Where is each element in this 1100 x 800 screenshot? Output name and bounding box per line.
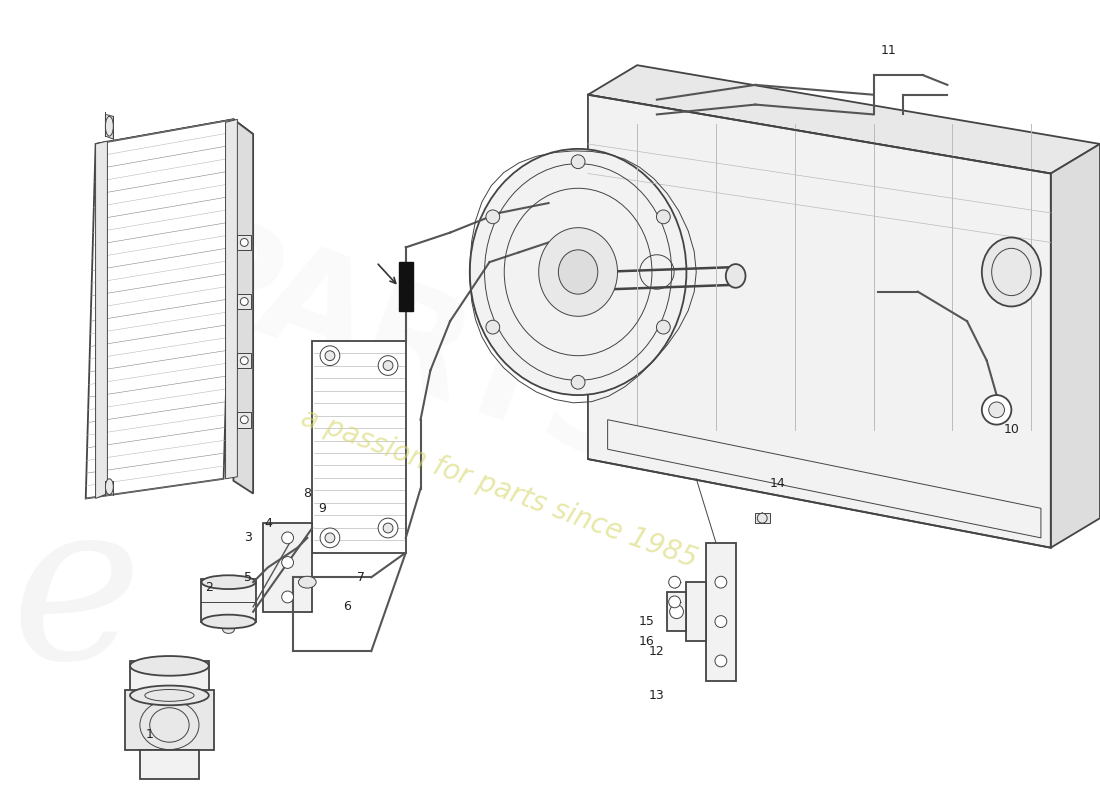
Text: 8: 8: [304, 487, 311, 500]
Ellipse shape: [106, 478, 113, 494]
Polygon shape: [238, 294, 251, 310]
Polygon shape: [238, 234, 251, 250]
Circle shape: [324, 533, 334, 542]
Circle shape: [989, 402, 1004, 418]
Ellipse shape: [201, 614, 255, 629]
Circle shape: [670, 605, 683, 618]
Circle shape: [715, 616, 727, 627]
Ellipse shape: [470, 149, 686, 395]
Circle shape: [486, 320, 499, 334]
Polygon shape: [226, 119, 238, 478]
Text: 2: 2: [205, 581, 212, 594]
Text: 3: 3: [244, 531, 252, 544]
Ellipse shape: [222, 626, 234, 634]
Text: 4: 4: [264, 517, 272, 530]
Text: 6: 6: [343, 600, 351, 614]
Circle shape: [378, 518, 398, 538]
Circle shape: [240, 416, 249, 424]
Polygon shape: [233, 119, 253, 494]
Text: 13: 13: [649, 689, 664, 702]
Circle shape: [571, 375, 585, 389]
Text: a passion for parts since 1985: a passion for parts since 1985: [297, 404, 702, 574]
Circle shape: [320, 528, 340, 548]
Polygon shape: [201, 579, 256, 622]
Ellipse shape: [726, 264, 746, 288]
Circle shape: [715, 655, 727, 667]
Text: 15: 15: [639, 615, 654, 628]
Circle shape: [571, 155, 585, 169]
Circle shape: [715, 576, 727, 588]
Polygon shape: [587, 65, 1100, 174]
Polygon shape: [86, 119, 233, 498]
Circle shape: [282, 591, 294, 603]
Ellipse shape: [559, 250, 597, 294]
Circle shape: [320, 346, 340, 366]
Ellipse shape: [539, 228, 617, 316]
Text: 11: 11: [880, 44, 896, 57]
Circle shape: [240, 238, 249, 246]
Ellipse shape: [201, 575, 255, 589]
Circle shape: [324, 350, 334, 361]
Circle shape: [240, 357, 249, 365]
Polygon shape: [125, 690, 213, 750]
Polygon shape: [667, 592, 686, 631]
Ellipse shape: [130, 686, 209, 706]
Circle shape: [486, 210, 499, 224]
Polygon shape: [312, 341, 406, 553]
Circle shape: [378, 356, 398, 375]
Polygon shape: [238, 353, 251, 369]
Text: 1: 1: [146, 728, 154, 742]
Ellipse shape: [106, 116, 113, 136]
Circle shape: [982, 395, 1011, 425]
Text: 5: 5: [244, 570, 252, 584]
Circle shape: [282, 557, 294, 568]
Polygon shape: [140, 750, 199, 779]
Polygon shape: [607, 420, 1041, 538]
Text: 12: 12: [649, 645, 664, 658]
Text: 9: 9: [318, 502, 326, 515]
Circle shape: [669, 596, 681, 608]
Polygon shape: [1050, 144, 1100, 548]
Polygon shape: [706, 542, 736, 681]
Polygon shape: [96, 141, 108, 498]
Circle shape: [383, 361, 393, 370]
Circle shape: [657, 320, 670, 334]
Text: 7: 7: [358, 570, 365, 584]
Text: e: e: [10, 489, 142, 705]
Bar: [399, 262, 412, 311]
Polygon shape: [756, 514, 770, 523]
Polygon shape: [587, 94, 1050, 548]
Polygon shape: [130, 661, 209, 695]
Polygon shape: [686, 582, 706, 642]
Text: 10: 10: [1003, 423, 1020, 436]
Polygon shape: [238, 412, 251, 427]
Ellipse shape: [130, 656, 209, 676]
Circle shape: [282, 532, 294, 544]
Circle shape: [669, 576, 681, 588]
Circle shape: [383, 523, 393, 533]
Text: 14: 14: [770, 478, 785, 490]
Circle shape: [240, 298, 249, 306]
Polygon shape: [263, 523, 312, 612]
Polygon shape: [96, 119, 253, 158]
Circle shape: [657, 210, 670, 224]
Text: 16: 16: [639, 634, 654, 648]
Polygon shape: [106, 114, 113, 139]
Ellipse shape: [982, 238, 1041, 306]
Circle shape: [757, 514, 767, 523]
Ellipse shape: [298, 576, 316, 588]
Text: PARTS: PARTS: [156, 203, 664, 498]
